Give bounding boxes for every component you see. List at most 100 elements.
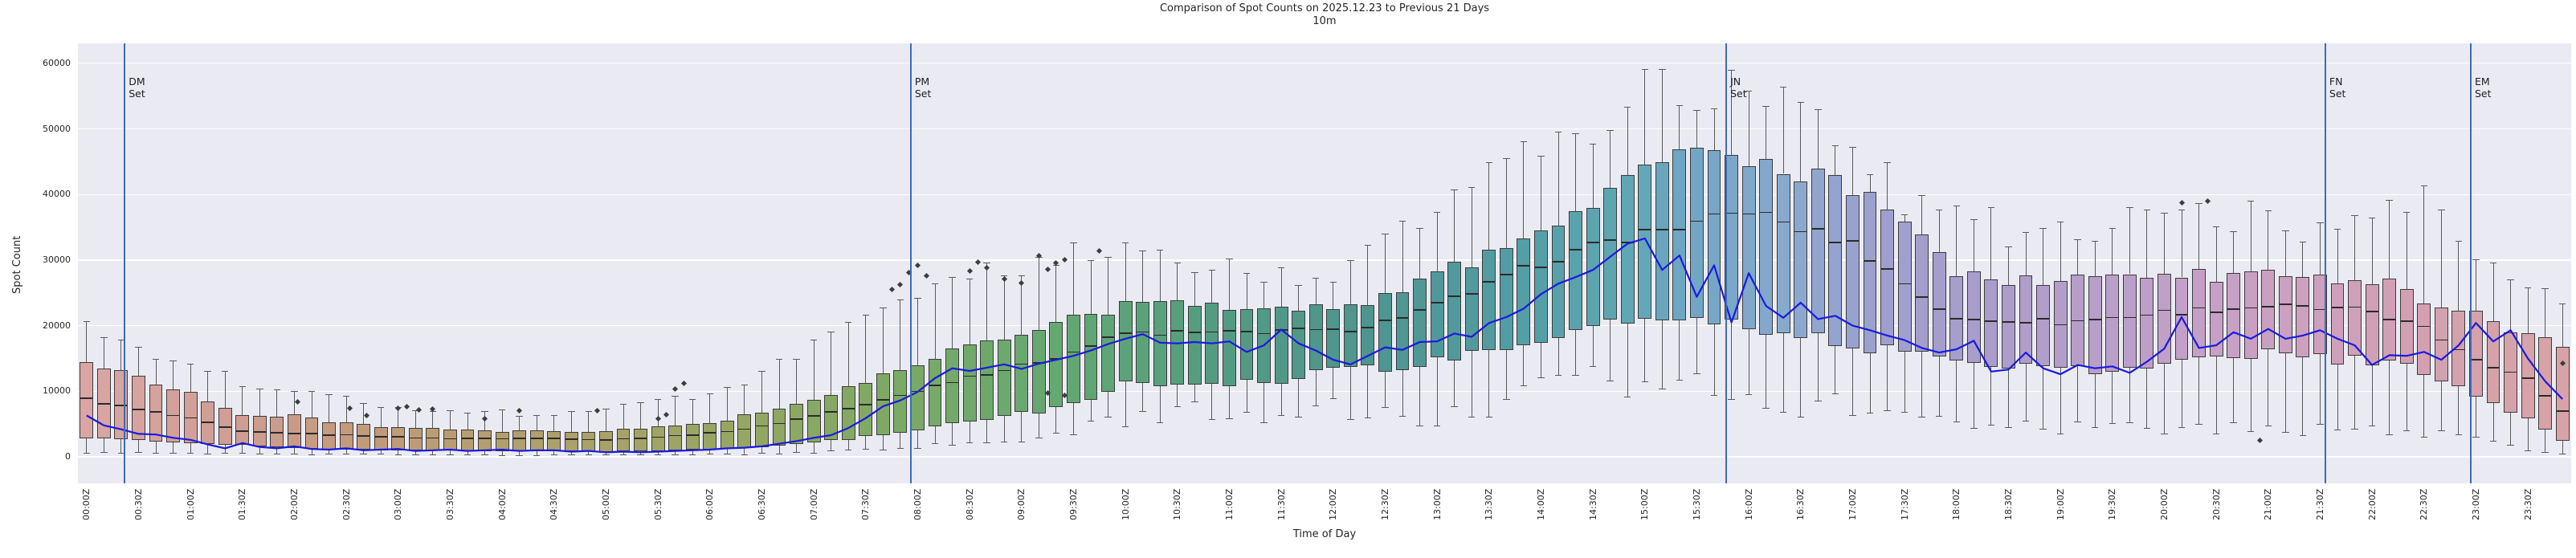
whisker-cap-lower <box>2541 452 2549 454</box>
whisker-lower <box>2233 357 2235 423</box>
box-median <box>2366 311 2378 312</box>
whisker-lower <box>1159 385 1161 424</box>
whisker-cap-lower <box>412 454 419 456</box>
whisker-lower <box>1454 360 1455 407</box>
whisker-cap-upper <box>1970 218 1978 220</box>
box-median <box>635 438 647 439</box>
whisker-lower <box>1384 372 1386 408</box>
whisker-lower <box>1125 381 1126 427</box>
chart-title: Comparison of Spot Counts on 2025.12.23 … <box>1159 2 1490 14</box>
whisker-cap-lower <box>2438 430 2445 432</box>
whisker-lower <box>2198 357 2200 426</box>
x-tick-label: 21:00Z <box>2263 488 2274 520</box>
whisker-upper <box>917 297 918 365</box>
whisker-cap-upper <box>2161 212 2168 214</box>
box <box>2399 288 2414 365</box>
whisker-cap-lower <box>1191 401 1198 403</box>
whisker-cap-upper <box>360 402 367 404</box>
box <box>997 339 1011 416</box>
box-median <box>2435 339 2447 341</box>
box-median <box>1725 212 1737 214</box>
box <box>1707 149 1721 324</box>
box <box>1031 329 1046 413</box>
whisker-lower <box>986 419 988 443</box>
whisker-upper <box>1904 214 1905 222</box>
set-marker-line-pm <box>909 43 912 483</box>
whisker-upper <box>1869 173 1871 193</box>
whisker-cap-lower <box>169 452 177 454</box>
box <box>1308 304 1323 370</box>
whisker-lower <box>709 450 711 455</box>
whisker-lower <box>796 443 798 454</box>
box-median <box>271 432 284 434</box>
whisker-cap-lower <box>568 454 575 456</box>
whisker-cap-upper <box>342 395 350 397</box>
whisker-upper <box>2492 263 2494 322</box>
whisker-lower <box>2458 386 2460 435</box>
whisker-cap-lower <box>2472 436 2480 438</box>
whisker-cap-lower <box>186 452 194 454</box>
box <box>1915 234 1929 352</box>
box-median <box>1985 320 1998 322</box>
box-median <box>1967 319 1980 320</box>
whisker-lower <box>2112 371 2113 424</box>
whisker-cap-lower <box>2126 422 2133 424</box>
whisker-cap-upper <box>2559 303 2566 304</box>
set-marker-label-em: EM Set <box>2474 75 2492 100</box>
box <box>235 415 250 445</box>
y-tick-label: 40000 <box>43 189 71 200</box>
whisker-upper <box>1851 146 1853 195</box>
whisker-lower <box>2527 417 2529 451</box>
box-median <box>427 437 439 439</box>
whisker-upper <box>1177 262 1178 301</box>
box <box>1776 173 1790 333</box>
whisker-lower <box>917 430 918 450</box>
box <box>2538 337 2553 430</box>
gridline <box>78 259 2571 261</box>
box <box>1811 168 1825 333</box>
whisker-upper <box>259 389 260 416</box>
x-tick-label: 22:30Z <box>2419 488 2430 520</box>
whisker-lower <box>2371 365 2373 427</box>
whisker-cap-upper <box>758 371 765 373</box>
whisker-cap-lower <box>308 454 316 455</box>
box-median <box>1933 308 1945 310</box>
whisker-upper <box>1280 267 1282 308</box>
whisker-cap-lower <box>1503 398 1510 400</box>
whisker-cap-lower <box>2351 429 2358 430</box>
whisker-cap-upper <box>1797 101 1804 103</box>
box-median <box>651 436 664 438</box>
box-median <box>1015 363 1028 365</box>
y-tick-label: 10000 <box>43 385 71 397</box>
whisker-lower <box>276 446 278 454</box>
x-tick-label: 03:30Z <box>444 488 455 520</box>
box-median <box>2244 307 2257 309</box>
whisker-lower <box>1280 383 1282 416</box>
whisker-cap-upper <box>1433 212 1441 214</box>
x-tick-label: 05:30Z <box>652 488 663 520</box>
box-median <box>2539 395 2552 397</box>
box-median <box>1864 260 1876 262</box>
whisker-cap-lower <box>1139 411 1146 413</box>
box <box>149 384 163 442</box>
whisker-lower <box>414 450 416 456</box>
gridline <box>78 193 2571 195</box>
box-median <box>1379 320 1391 321</box>
box-median <box>2296 305 2309 307</box>
whisker-upper <box>190 364 191 392</box>
whisker-upper <box>692 399 693 425</box>
whisker-lower <box>2562 441 2563 454</box>
whisker-cap-lower <box>793 452 800 454</box>
whisker-cap-lower <box>2039 429 2047 430</box>
whisker-upper <box>1990 207 1992 279</box>
x-tick-label: 19:00Z <box>2055 488 2066 520</box>
whisker-cap-upper <box>1780 86 1787 88</box>
box <box>859 382 873 437</box>
box-median <box>1950 318 1963 320</box>
box-median <box>1621 242 1634 243</box>
whisker-lower <box>2354 356 2356 430</box>
x-tick-label: 12:30Z <box>1379 488 1390 520</box>
box <box>1413 279 1427 368</box>
whisker-lower <box>1090 399 1092 422</box>
whisker-lower <box>1713 324 1715 397</box>
